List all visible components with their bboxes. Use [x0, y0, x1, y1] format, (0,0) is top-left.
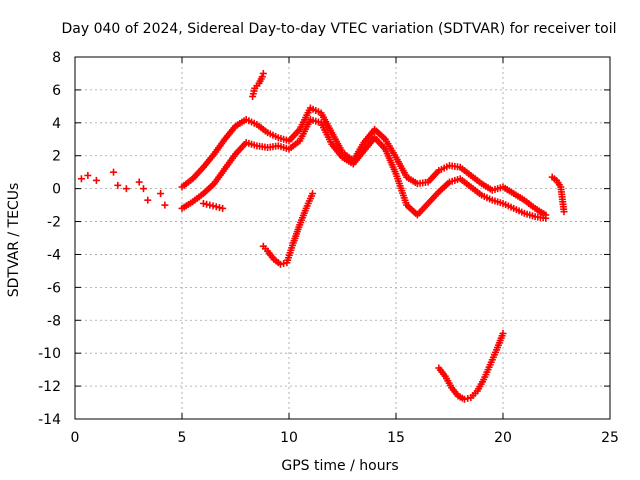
data-point — [560, 208, 568, 216]
x-axis-label: GPS time / hours — [281, 458, 398, 474]
y-tick-label: -2 — [47, 215, 61, 231]
y-tick-label: 8 — [52, 50, 61, 66]
y-axis-label: SDTVAR / TECUs — [6, 183, 22, 298]
data-point — [144, 196, 152, 204]
data-point — [199, 199, 207, 207]
data-point — [114, 181, 122, 189]
data-point — [135, 178, 143, 186]
data-point — [77, 175, 85, 183]
data-point — [122, 185, 130, 193]
y-tick-label: -4 — [47, 247, 61, 263]
data-point — [139, 185, 147, 193]
data-point — [542, 214, 550, 222]
x-tick-label: 15 — [387, 430, 405, 446]
data-point-fill — [280, 260, 288, 268]
data-point-fill — [215, 204, 223, 212]
x-tick-label: 25 — [601, 430, 619, 446]
data-point-fill — [203, 200, 211, 208]
data-point — [92, 176, 100, 184]
x-tick-label: 5 — [178, 430, 187, 446]
y-tick-label: -12 — [38, 379, 61, 395]
y-tick-label: 2 — [52, 149, 61, 165]
plot-border — [74, 56, 611, 420]
data-point — [499, 329, 507, 337]
data-point — [84, 171, 92, 179]
data-point — [157, 190, 165, 198]
data-point — [161, 201, 169, 209]
y-tick-label: 6 — [52, 83, 61, 99]
data-point — [219, 204, 227, 212]
data-point — [206, 201, 214, 209]
data-point — [259, 69, 267, 77]
data-point — [276, 260, 284, 268]
data-point — [258, 73, 266, 81]
y-tick-label: 4 — [52, 116, 61, 132]
axis-ticks: 0 5 10 15 20 25 -14 -12 -10 -8 -6 -4 -2 0 2 4 6 8 — [38, 50, 619, 446]
y-tick-label: -8 — [47, 313, 61, 329]
plot-area — [75, 57, 610, 419]
x-tick-label: 0 — [71, 430, 80, 446]
data-point-fill — [464, 394, 472, 402]
chart-title: Day 040 of 2024, Sidereal Day-to-day VTE… — [61, 21, 616, 37]
data-point — [309, 190, 317, 198]
y-tick-label: 0 — [52, 182, 61, 198]
x-tick-label: 20 — [494, 430, 512, 446]
x-tick-label: 10 — [280, 430, 298, 446]
data-point — [110, 168, 118, 176]
data-points — [77, 69, 568, 403]
grid-lines — [75, 57, 610, 419]
y-tick-label: -6 — [47, 280, 61, 296]
y-tick-label: -14 — [38, 412, 61, 428]
data-point — [460, 395, 468, 403]
y-tick-label: -10 — [38, 346, 61, 362]
data-point-fill — [209, 202, 217, 210]
data-point — [212, 203, 220, 211]
